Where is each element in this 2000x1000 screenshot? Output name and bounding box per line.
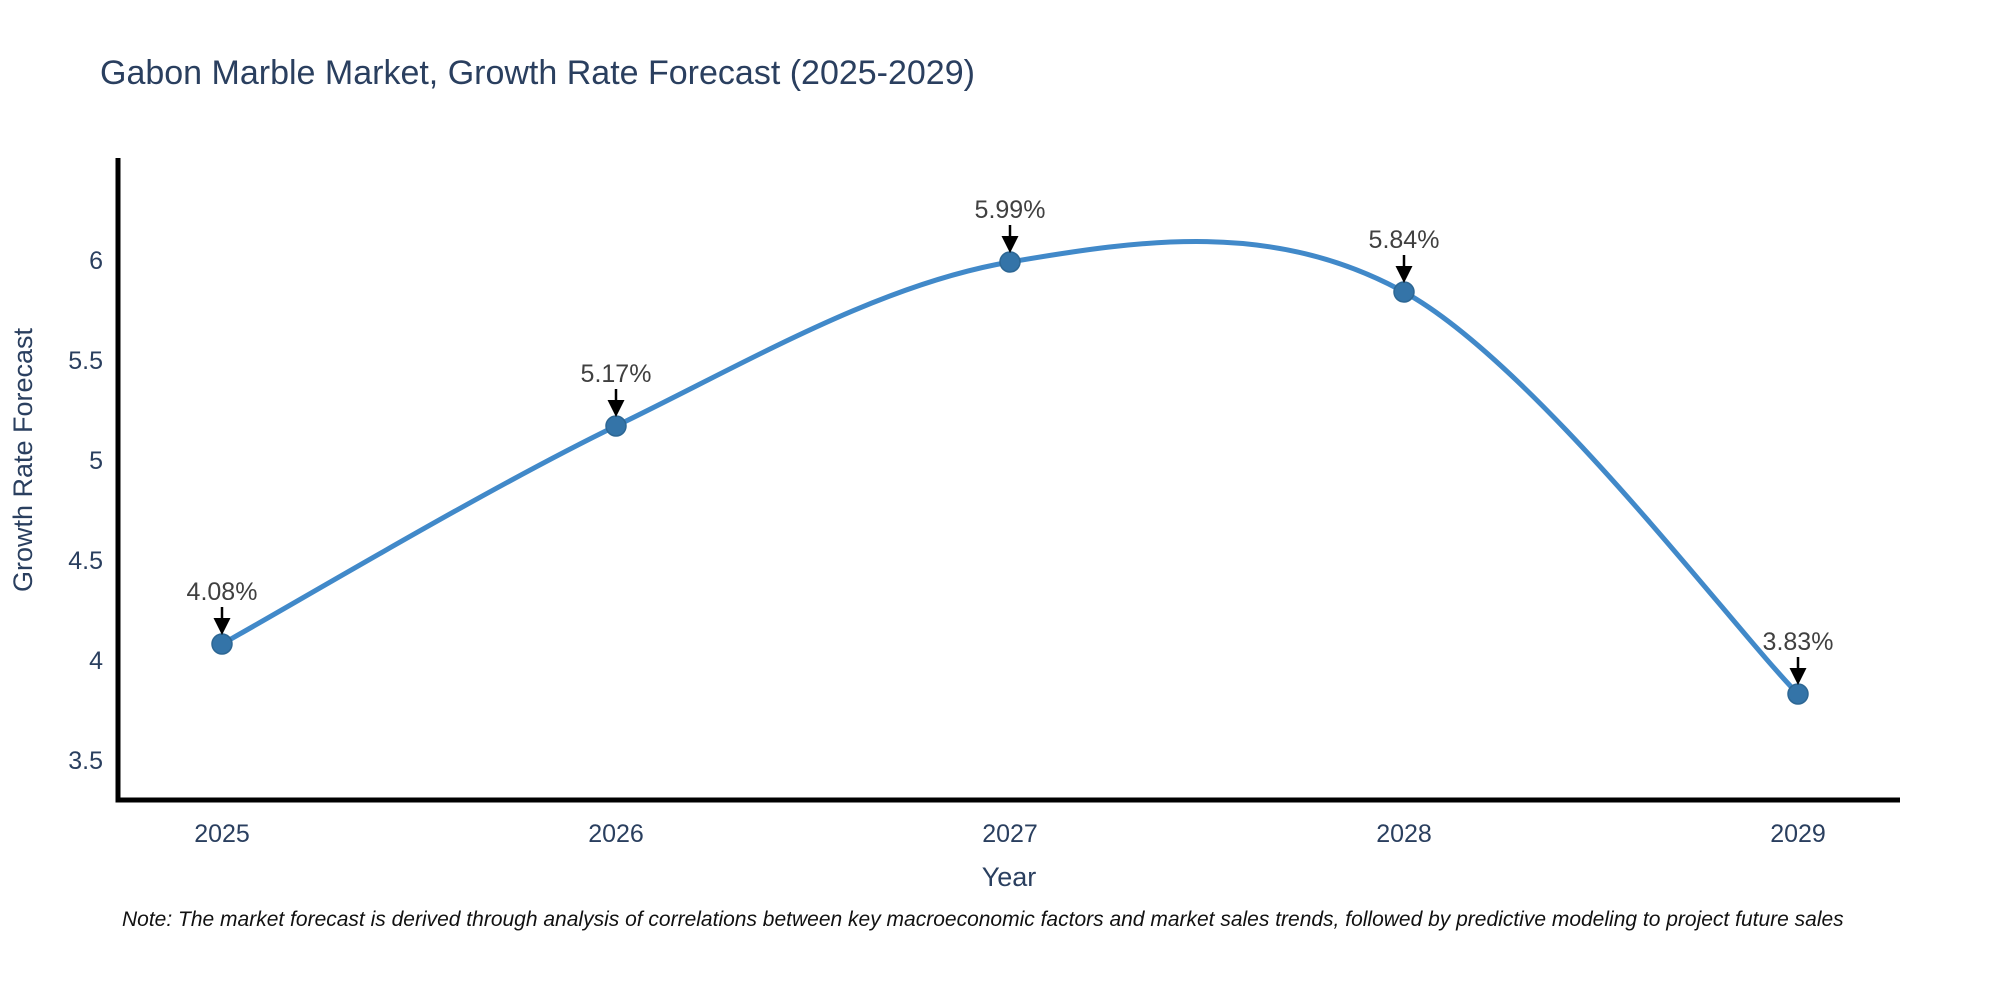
x-tick-2029: 2029 (1770, 820, 1826, 848)
annotation-label-2029: 3.83% (1763, 628, 1834, 656)
x-axis-title: Year (982, 862, 1037, 892)
annotation-arrowhead-2028 (1395, 266, 1413, 283)
annotation-arrowhead-2025 (213, 618, 231, 635)
annotation-arrowhead-2026 (607, 400, 625, 417)
footnote: Note: The market forecast is derived thr… (122, 908, 1844, 931)
y-tick-4: 4 (89, 647, 103, 675)
y-tick-5: 5 (89, 447, 103, 475)
data-point-2028[interactable] (1393, 281, 1415, 303)
x-tick-2026: 2026 (588, 820, 644, 848)
y-axis-title: Growth Rate Forecast (8, 327, 38, 592)
data-point-2026[interactable] (605, 415, 627, 437)
annotation-label-2026: 5.17% (581, 360, 652, 388)
data-point-2029[interactable] (1787, 683, 1809, 705)
annotation-label-2028: 5.84% (1369, 226, 1440, 254)
annotation-arrowhead-2029 (1789, 668, 1807, 685)
x-tick-2027: 2027 (982, 820, 1038, 848)
x-tick-2025: 2025 (194, 820, 250, 848)
y-tick-5-5: 5.5 (68, 347, 103, 375)
y-tick-4-5: 4.5 (68, 547, 103, 575)
annotation-arrowhead-2027 (1001, 236, 1019, 253)
data-point-2027[interactable] (999, 251, 1021, 273)
chart-title: Gabon Marble Market, Growth Rate Forecas… (100, 54, 975, 92)
x-tick-2028: 2028 (1376, 820, 1432, 848)
data-point-2025[interactable] (211, 633, 233, 655)
annotation-label-2025: 4.08% (187, 578, 258, 606)
y-tick-6: 6 (89, 247, 103, 275)
annotation-label-2027: 5.99% (975, 196, 1046, 224)
forecast-line (219, 239, 1801, 697)
y-tick-3-5: 3.5 (68, 747, 103, 775)
